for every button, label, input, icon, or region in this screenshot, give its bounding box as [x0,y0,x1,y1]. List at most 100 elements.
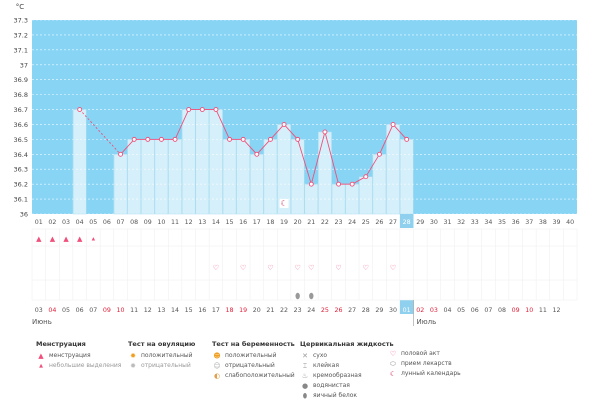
legend: Менструация ▲ менструация ▲ небольшие выде… [36,340,596,410]
y-tick-label: 36.8 [14,91,28,99]
line-segment [310,131,326,185]
data-point [295,136,301,142]
drop-icon: ▲ [50,235,56,243]
temperature-bar [236,139,250,214]
calendar-date-label: 06 [76,307,84,314]
data-point [267,136,273,142]
legend-title: Тест на овуляцию [128,340,196,348]
month-label: Июль [417,318,437,326]
heart-icon: ♡ [267,264,273,272]
calendar-date-label: 04 [48,307,56,314]
legend-label: лунный календарь [401,370,461,377]
calendar-date-label: 30 [389,307,397,314]
calendar-date-label: 21 [266,307,274,314]
calendar-date-label: 05 [62,307,70,314]
cycle-day-label: 06 [103,219,111,226]
calendar-date-label: 01 [403,307,411,314]
legend-title: Менструация [36,340,86,348]
y-tick-label: 36.4 [14,151,28,159]
legend-cervical-fluid: Цервикальная жидкость ✕ сухо ⌶ клейкая ♨ кр… [300,340,394,401]
calendar-date-label: 05 [457,307,465,314]
cycle-day-label: 34 [484,219,492,226]
heart-icon: ♡ [240,264,246,272]
data-point [322,129,328,135]
cycle-day-label: 23 [335,219,343,226]
calendar-date-label: 12 [144,307,152,314]
temperature-bar [181,109,196,214]
cycle-day-label: 07 [117,219,125,226]
heart-icon: ♡ [389,350,397,358]
y-tick-label: 36 [20,211,28,219]
temperature-bar [304,184,319,214]
y-tick-label: 36.9 [14,76,28,84]
line-segment [283,124,299,140]
heart-icon: ♡ [390,264,396,272]
data-point [349,181,355,187]
legend-item: ♡ половой акт [388,349,461,359]
calendar-date-label: 15 [185,307,193,314]
cycle-day-label: 40 [566,219,574,226]
data-point [77,107,83,112]
pill-icon: ⬭ [390,360,396,368]
data-point [281,122,287,127]
y-tick-label: 36.5 [14,136,28,144]
calendar-date-label: 20 [253,307,261,314]
legend-item: ● водянистая [300,381,394,391]
cycle-day-label: 26 [375,219,383,226]
legend-item: ⬭ прием лекарств [388,359,461,369]
cycle-day-label: 37 [525,219,533,226]
cycle-day-label: 38 [539,219,547,226]
legend-item: ✹ положительный [128,351,195,361]
small-drop-icon: ▲ [39,363,43,369]
heart-icon: ♡ [335,264,341,272]
line-segment [270,124,285,140]
small-drop-icon: ▲ [92,237,96,242]
line-segment [174,109,190,140]
legend-item: ✹ отрицательный [128,361,195,371]
cycle-day-label: 11 [171,219,179,226]
legend-label: клейкая [313,362,339,369]
legend-item: ⬮ яичный белок [300,391,394,401]
y-tick-label: 36.7 [14,106,28,114]
data-point [118,151,124,157]
cycle-day-label: 25 [362,219,370,226]
cycle-day-label: 22 [321,219,329,226]
semi-face-icon: ◐ [213,372,221,380]
calendar-date-label: 09 [103,307,111,314]
data-point [186,107,192,112]
y-tick-label: 37 [20,61,28,69]
legend-label: кремообразная [313,372,362,379]
data-point [213,107,219,112]
cycle-day-label: 13 [198,219,206,226]
water-drop-icon: ● [301,382,309,390]
cycle-day-label: 19 [280,219,288,226]
legend-menstruation: Менструация ▲ менструация ▲ небольшие выде… [36,340,121,371]
cycle-day-label: 29 [416,219,424,226]
calendar-date-label: 10 [525,307,533,314]
cycle-day-label: 21 [307,219,315,226]
data-point [390,122,396,127]
data-point [131,136,137,142]
legend-label: отрицательный [225,362,275,369]
data-point [158,136,164,142]
cycle-day-label: 04 [76,219,84,226]
legend-item: ⌶ клейкая [300,361,394,371]
heart-icon: ♡ [213,264,219,272]
calendar-date-label: 25 [321,307,329,314]
egg-white-icon [309,292,314,300]
line-segment [351,176,367,185]
calendar-date-label: 13 [157,307,165,314]
cycle-day-label: 10 [157,219,165,226]
calendar-date-label: 24 [307,307,315,314]
temperature-bar [290,139,305,214]
cycle-day-label: 02 [48,219,56,226]
legend-item: ✕ сухо [300,351,394,361]
line-segment [215,109,230,140]
cycle-day-label: 18 [266,219,274,226]
calendar-date-label: 16 [198,307,206,314]
calendar-date-label: 12 [553,307,561,314]
data-point [240,136,246,142]
calendar-date-label: 10 [117,307,125,314]
calendar-date-label: 03 [430,307,438,314]
data-point [308,181,314,187]
